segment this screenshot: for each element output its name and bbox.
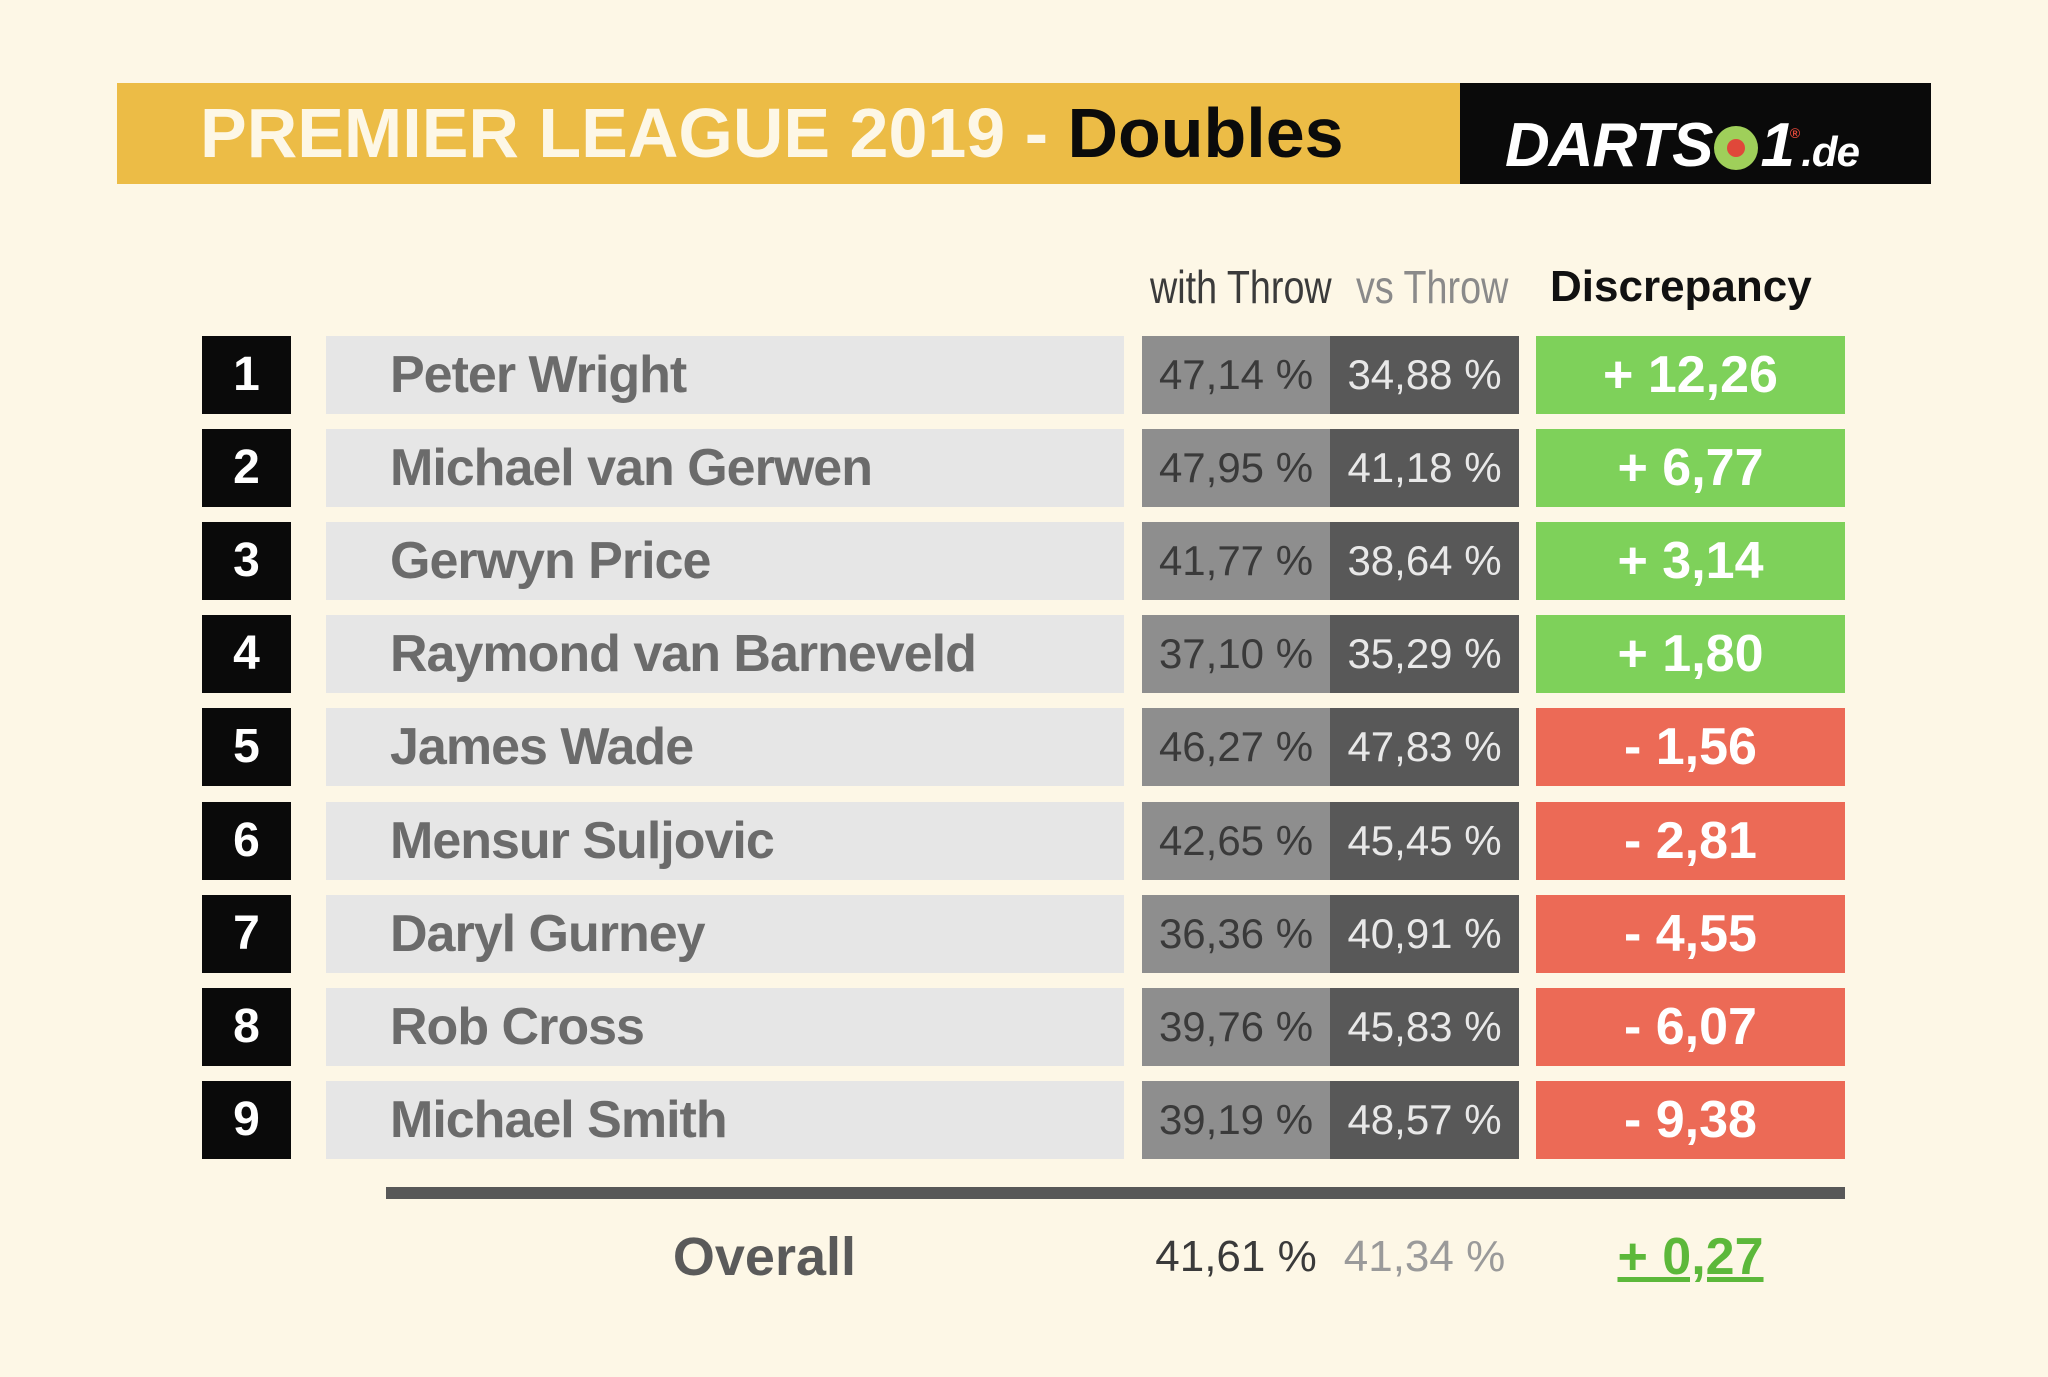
column-header-vs-throw: vs Throw [1356,261,1509,313]
player-cell: Gerwyn Price [326,522,1124,600]
page-title: PREMIER LEAGUE 2019 - Doubles [200,83,1344,184]
discrepancy-value: + 1,80 [1536,615,1845,693]
discrepancy-value: - 9,38 [1536,1081,1845,1159]
player-cell: Daryl Gurney [326,895,1124,973]
discrepancy-value: - 1,56 [1536,708,1845,786]
logo-box [1460,83,1931,184]
header-bar [117,83,1460,184]
vs-throw-value: 34,88 % [1330,336,1519,414]
player-name: Mensur Suljovic [390,812,775,870]
title-league: PREMIER LEAGUE 2019 - [200,94,1068,172]
overall-discrepancy: + 0,27 [1617,1228,1764,1286]
table-row: 4 Raymond van Barneveld 37,10 % 35,29 % + 1,… [0,615,2048,693]
player-cell: Rob Cross [326,988,1124,1066]
vs-throw-value: 47,83 % [1330,708,1519,786]
table-row: 1 Peter Wright 47,14 % 34,88 % + 12,26 [0,336,2048,414]
darts1-logo: DARTS 1®.de [1505,83,1860,184]
discrepancy-value: + 12,26 [1536,336,1845,414]
column-header-discrepancy: Discrepancy [1550,262,1812,311]
overall-with-throw: 41,61 % [1155,1232,1317,1281]
with-throw-value: 42,65 % [1142,802,1330,880]
player-name: James Wade [390,718,694,776]
vs-throw-value: 35,29 % [1330,615,1519,693]
dartboard-icon [1714,126,1759,170]
vs-throw-value: 41,18 % [1330,429,1519,507]
with-throw-value: 39,76 % [1142,988,1330,1066]
vs-throw-value: 40,91 % [1330,895,1519,973]
player-name: Gerwyn Price [390,532,711,590]
with-throw-value: 39,19 % [1142,1081,1330,1159]
table-row: 7 Daryl Gurney 36,36 % 40,91 % - 4,55 [0,895,2048,973]
overall-label: Overall [672,1227,856,1287]
table-row: 3 Gerwyn Price 41,77 % 38,64 % + 3,14 [0,522,2048,600]
rank-badge: 7 [202,895,291,973]
with-throw-value: 37,10 % [1142,615,1330,693]
player-cell: Michael Smith [326,1081,1124,1159]
vs-throw-value: 38,64 % [1330,522,1519,600]
rank-badge: 9 [202,1081,291,1159]
discrepancy-value: - 2,81 [1536,802,1845,880]
vs-throw-value: 48,57 % [1330,1081,1519,1159]
rank-badge: 3 [202,522,291,600]
table-row: 8 Rob Cross 39,76 % 45,83 % - 6,07 [0,988,2048,1066]
player-name: Michael Smith [390,1091,728,1149]
with-throw-value: 47,95 % [1142,429,1330,507]
discrepancy-value: - 6,07 [1536,988,1845,1066]
with-throw-value: 41,77 % [1142,522,1330,600]
player-cell: Mensur Suljovic [326,802,1124,880]
player-cell: Peter Wright [326,336,1124,414]
registered-mark: ® [1789,125,1800,141]
player-name: Rob Cross [390,998,645,1056]
vs-throw-value: 45,83 % [1330,988,1519,1066]
rank-badge: 1 [202,336,291,414]
player-name: Daryl Gurney [390,905,706,963]
logo-text-left: DARTS [1505,111,1713,180]
player-cell: James Wade [326,708,1124,786]
title-category: Doubles [1067,94,1344,172]
logo-suffix: .de [1801,128,1860,175]
rank-badge: 5 [202,708,291,786]
discrepancy-value: + 3,14 [1536,522,1845,600]
player-cell: Raymond van Barneveld [326,615,1124,693]
discrepancy-value: + 6,77 [1536,429,1845,507]
table-row: 2 Michael van Gerwen 47,95 % 41,18 % + 6,77 [0,429,2048,507]
column-header-with-throw: with Throw [1150,261,1332,313]
vs-throw-value: 45,45 % [1330,802,1519,880]
table-row: 6 Mensur Suljovic 42,65 % 45,45 % - 2,81 [0,802,2048,880]
player-cell: Michael van Gerwen [326,429,1124,507]
divider [386,1187,1845,1199]
table-row: 5 James Wade 46,27 % 47,83 % - 1,56 [0,708,2048,786]
rank-badge: 8 [202,988,291,1066]
player-name: Michael van Gerwen [390,439,873,497]
logo-text-right: 1 [1760,111,1794,180]
table-row: 9 Michael Smith 39,19 % 48,57 % - 9,38 [0,1081,2048,1159]
rank-badge: 2 [202,429,291,507]
with-throw-value: 46,27 % [1142,708,1330,786]
rank-badge: 6 [202,802,291,880]
overall-vs-throw: 41,34 % [1343,1232,1506,1281]
player-name: Raymond van Barneveld [390,625,977,683]
discrepancy-value: - 4,55 [1536,895,1845,973]
rank-badge: 4 [202,615,291,693]
with-throw-value: 47,14 % [1142,336,1330,414]
player-name: Peter Wright [390,346,687,404]
with-throw-value: 36,36 % [1142,895,1330,973]
